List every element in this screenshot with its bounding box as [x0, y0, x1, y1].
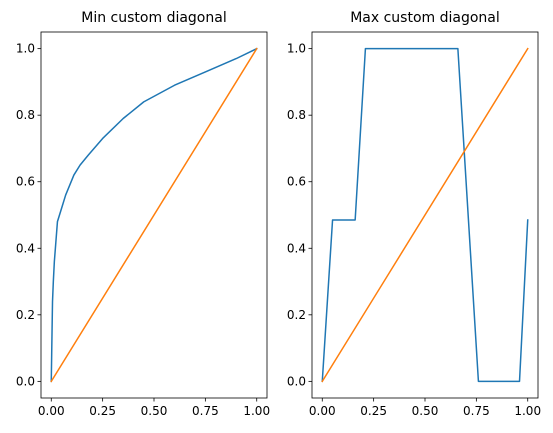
series-line-2	[50, 47, 258, 383]
subplot-min-custom-diagonal: Min custom diagonal 0.00 0.25 0.50 0.75 1.00…	[16, 10, 270, 418]
x-tick-label: 0.25	[360, 404, 387, 418]
x-tick-label: 1.00	[243, 404, 270, 418]
x-tick-label: 0.75	[192, 404, 219, 418]
x-tick-label: 0.25	[89, 404, 116, 418]
x-tick-label: 0.75	[463, 404, 490, 418]
y-tick-label: 0.0	[287, 374, 306, 388]
y-tick-label: 0.6	[16, 175, 35, 189]
y-tick-label: 1.0	[16, 42, 35, 56]
chart-title: Min custom diagonal	[81, 10, 226, 26]
x-tick-label: 0.50	[141, 404, 168, 418]
plot-area: 0.00 0.25 0.50 0.75 1.00 0.0 0.2 0.4 0.6 0.8 1.0	[287, 31, 541, 418]
y-tick-label: 0.0	[16, 374, 35, 388]
x-tick-label: 0.00	[309, 404, 336, 418]
y-tick-label: 0.6	[287, 175, 306, 189]
chart-title: Max custom diagonal	[350, 10, 500, 26]
x-tick-label: 0.50	[412, 404, 439, 418]
y-tick-label: 0.4	[287, 241, 306, 255]
subplot-max-custom-diagonal: Max custom diagonal 0.00 0.25 0.50 0.75 1.00…	[287, 10, 541, 418]
series-line-2	[321, 47, 529, 383]
x-tick-label: 1.00	[514, 404, 541, 418]
series-line-1	[321, 47, 529, 383]
plot-area: 0.00 0.25 0.50 0.75 1.00 0.0 0.2 0.4 0.6 0.8 1.0	[16, 31, 270, 418]
y-tick-label: 0.2	[287, 308, 306, 322]
y-tick-label: 0.4	[16, 241, 35, 255]
y-tick-label: 0.8	[16, 108, 35, 122]
y-tick-label: 0.2	[16, 308, 35, 322]
x-tick-label: 0.00	[38, 404, 65, 418]
series-line-1	[50, 47, 258, 383]
y-tick-label: 0.8	[287, 108, 306, 122]
y-tick-label: 1.0	[287, 42, 306, 56]
